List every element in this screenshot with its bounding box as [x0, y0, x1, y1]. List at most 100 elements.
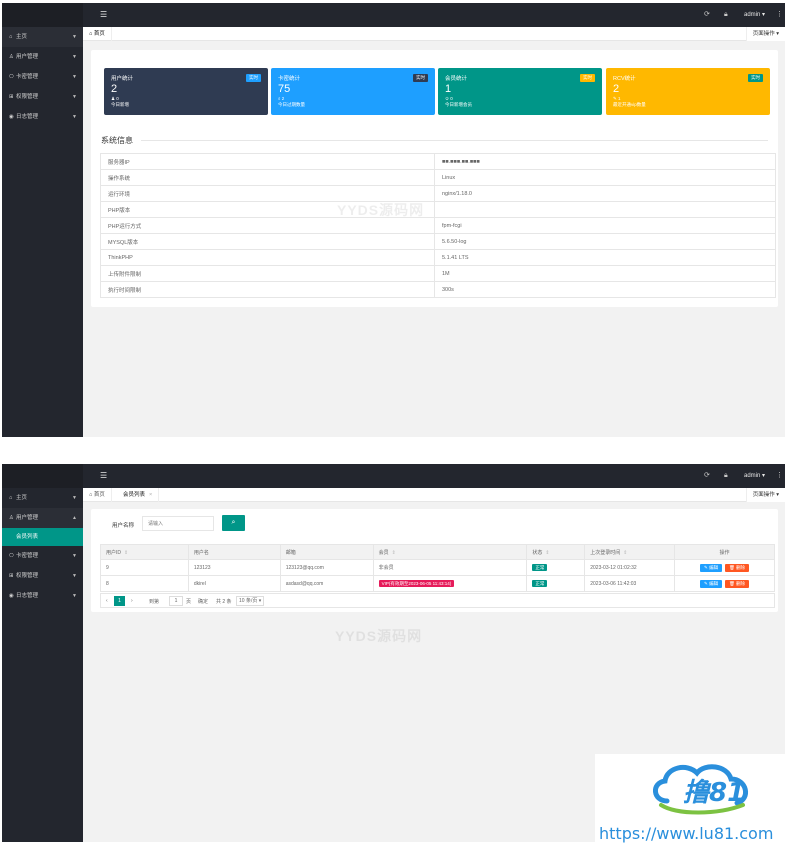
sidebar-item[interactable]: ◉ 日志管理 ▼ — [2, 107, 83, 127]
confirm-button[interactable]: 确定 — [198, 599, 209, 605]
admin-menu[interactable]: admin ▾ — [744, 12, 766, 18]
sidebar-item[interactable]: ♙ 用户管理 ▲ — [2, 508, 83, 528]
cell-last-login: 2023-03-12 01:02:32 — [584, 559, 676, 576]
cell-username: 123123 — [187, 559, 281, 576]
delete-button[interactable]: 🗑 删除 — [725, 563, 750, 572]
sidebar-item[interactable]: ♙ 用户管理 ▼ — [2, 47, 83, 67]
search-input[interactable] — [142, 516, 214, 531]
log-icon: ◉ — [9, 114, 14, 120]
cloud-logo-icon: 撸81 — [653, 764, 748, 815]
sidebar-item-label: 权限管理 — [16, 573, 39, 579]
refresh-icon[interactable]: ⟳ — [704, 472, 710, 479]
logo-url: https://www.lu81.com — [599, 824, 774, 843]
card-value: 2 — [613, 83, 620, 95]
card-badge: 实时 — [748, 74, 763, 82]
sort-icon[interactable]: ⇕ — [545, 549, 550, 556]
stat-card: 用户统计 实时 2 ♟ 0 今日新增 — [104, 68, 268, 115]
sidebar-item[interactable]: ⎔ 卡密管理 ▼ — [2, 546, 83, 566]
cell-member: 非会员 — [372, 559, 528, 576]
info-value — [434, 201, 776, 218]
column-header[interactable]: 会员 ⇕ — [372, 544, 528, 560]
search-button[interactable]: ⌕ — [222, 515, 245, 531]
info-row: PHP运行方式 fpm-fcgi — [100, 217, 776, 234]
next-page-button[interactable]: › — [131, 598, 133, 604]
cell-member: VIP(有效期至2023-06-05 11:43:14) — [372, 575, 528, 592]
info-key: 操作系统 — [100, 169, 435, 186]
column-header-label: 邮箱 — [285, 549, 296, 556]
info-row: 操作系统 Linux — [100, 169, 776, 186]
edit-button[interactable]: ✎ 编辑 — [700, 579, 723, 588]
sort-icon[interactable]: ⇕ — [124, 549, 129, 556]
sidebar-item[interactable]: ⊞ 权限管理 ▼ — [2, 87, 83, 107]
cell-status: 正常 — [526, 559, 586, 576]
card-badge: 实时 — [580, 74, 595, 82]
menu-toggle-icon[interactable]: ☰ — [100, 10, 108, 19]
column-header-label: 状态 — [532, 549, 543, 556]
cell-email: 123123@qq.com — [279, 559, 374, 576]
card-sub-count: ♟ 0 — [111, 96, 119, 101]
sort-icon[interactable]: ⇕ — [623, 549, 628, 556]
cell-status: 正常 — [526, 575, 586, 592]
info-value: nginx/1.18.0 — [434, 185, 776, 202]
edit-button[interactable]: ✎ 编辑 — [700, 563, 723, 572]
tab-bar: ⌂ 首页 会员列表 × 页面操作 ▾ — [83, 488, 785, 502]
close-icon[interactable]: × — [149, 492, 153, 498]
column-header[interactable]: 邮箱 — [279, 544, 374, 560]
delete-button[interactable]: 🗑 删除 — [725, 579, 750, 588]
member-list-screenshot: ☰ ⟳ 🔒︎ admin ▾ ⋮ ⌂ 主页 ▼ ♙ 用户管理 ▲ 会员列表 ⎔ 卡密管理 ▼ ⊞ 权限… — [2, 464, 785, 842]
page-size-select[interactable]: 10 条/页 ▾ — [236, 596, 265, 606]
home-icon: ⌂ — [89, 31, 94, 37]
more-icon[interactable]: ⋮ — [776, 11, 783, 18]
card-sub-label: 今日过期数量 — [278, 102, 305, 107]
status-badge[interactable]: 正常 — [532, 563, 548, 571]
lock-icon[interactable]: 🔒︎ — [724, 11, 728, 18]
card-title: RCV统计 — [613, 76, 636, 82]
more-icon[interactable]: ⋮ — [776, 472, 783, 479]
sidebar-item-label: 日志管理 — [16, 593, 39, 599]
card-badge: 实时 — [413, 74, 428, 82]
admin-menu[interactable]: admin ▾ — [744, 473, 766, 479]
sidebar: ⌂ 主页 ▼ ♙ 用户管理 ▼ ⎔ 卡密管理 ▼ ⊞ 权限管理 ▼ ◉ 日志管理 ▼ — [2, 27, 83, 437]
chevron-down-icon: ▼ — [72, 54, 77, 60]
column-header[interactable]: 上次登录时间 ⇕ — [584, 544, 676, 560]
prev-page-button[interactable]: ‹ — [106, 598, 108, 604]
column-header[interactable]: 状态 ⇕ — [526, 544, 586, 560]
member-text: 非会员 — [378, 565, 394, 571]
tab-member-list[interactable]: 会员列表 × — [117, 488, 160, 502]
goto-page-input[interactable]: 1 — [169, 596, 183, 606]
cell-actions: ✎ 编辑 🗑 删除 — [674, 575, 775, 592]
page-ops-menu[interactable]: 页面操作 ▾ — [745, 27, 785, 41]
column-header-label: 用户名 — [193, 549, 209, 556]
refresh-icon[interactable]: ⟳ — [704, 11, 710, 18]
status-badge[interactable]: 正常 — [532, 579, 548, 587]
tab-home[interactable]: ⌂ 首页 — [83, 27, 112, 41]
info-key: MYSQL版本 — [100, 233, 435, 250]
page-ops-menu[interactable]: 页面操作 ▾ — [745, 488, 785, 502]
cell-last-login: 2023-03-06 11:42:03 — [584, 575, 676, 592]
cell-username: dkirel — [187, 575, 281, 592]
table-row: 9 123123 123123@qq.com 非会员 正常 2023-03-12 01:0… — [100, 559, 775, 576]
sidebar-item-label: 权限管理 — [16, 94, 39, 100]
sidebar-item[interactable]: ⌂ 主页 ▼ — [2, 488, 83, 508]
card-value: 1 — [445, 83, 452, 95]
tab-home[interactable]: ⌂ 首页 — [83, 488, 112, 502]
top-bar: ☰ ⟳ 🔒︎ admin ▾ ⋮ — [2, 3, 785, 27]
chevron-down-icon: ▼ — [72, 495, 77, 501]
lock-icon[interactable]: 🔒︎ — [724, 472, 728, 479]
info-key: 执行时间限制 — [100, 281, 435, 298]
menu-toggle-icon[interactable]: ☰ — [100, 471, 108, 480]
home-icon: ⌂ — [9, 34, 13, 40]
sidebar-item[interactable]: ⊞ 权限管理 ▼ — [2, 566, 83, 586]
column-header[interactable]: 用户名 — [187, 544, 281, 560]
sidebar-item[interactable]: ◉ 日志管理 ▼ — [2, 586, 83, 606]
dashboard-screenshot: ☰ ⟳ 🔒︎ admin ▾ ⋮ ⌂ 主页 ▼ ♙ 用户管理 ▼ ⎔ 卡密管理 ▼ ⊞ 权限管理 ▼ ◉… — [2, 3, 785, 437]
sidebar-item[interactable]: ⎔ 卡密管理 ▼ — [2, 67, 83, 87]
page-1-button[interactable]: 1 — [114, 596, 125, 606]
sidebar-item[interactable]: ⌂ 主页 ▼ — [2, 27, 83, 47]
chevron-down-icon: ▼ — [72, 114, 77, 120]
column-header[interactable]: 操作 — [674, 544, 775, 560]
column-header[interactable]: 用户ID ⇕ — [100, 544, 189, 560]
card-title: 用户统计 — [111, 76, 134, 82]
sort-icon[interactable]: ⇕ — [391, 549, 396, 556]
sidebar-sub-item-member-list[interactable]: 会员列表 — [2, 528, 83, 546]
